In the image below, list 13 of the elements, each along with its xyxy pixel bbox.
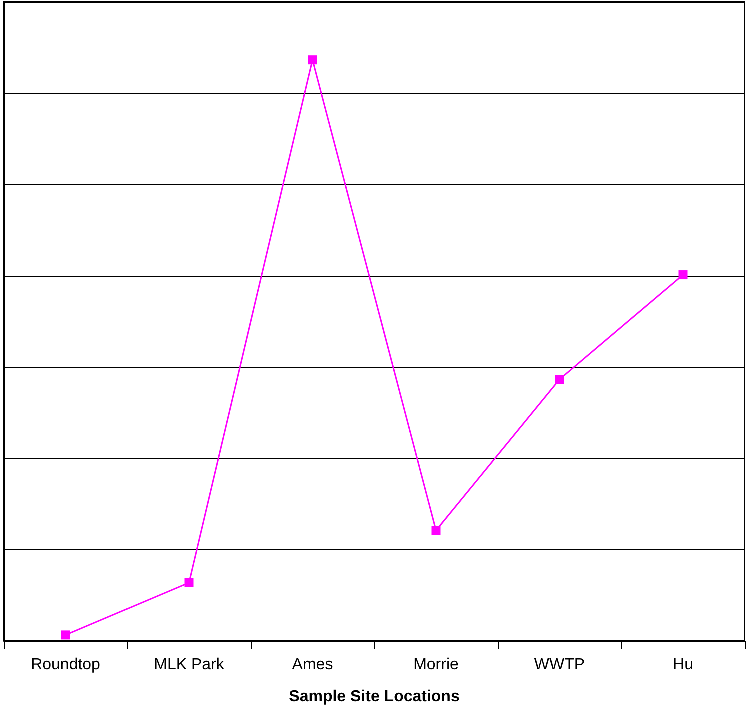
point [555,375,564,384]
point [678,270,688,280]
x-tick-label: Hu [673,656,694,674]
x-tick-label: MLK Park [154,656,226,674]
point [61,630,70,640]
point [308,56,318,65]
x-tick-label: Roundtop [31,656,101,674]
x-tick-label: Morrie [414,656,460,674]
x-axis-title: Sample Site Locations [289,688,460,706]
point [432,526,441,536]
point [184,578,194,588]
x-tick-label: WWTP [534,656,586,674]
x-tick-label: Ames [292,656,334,674]
